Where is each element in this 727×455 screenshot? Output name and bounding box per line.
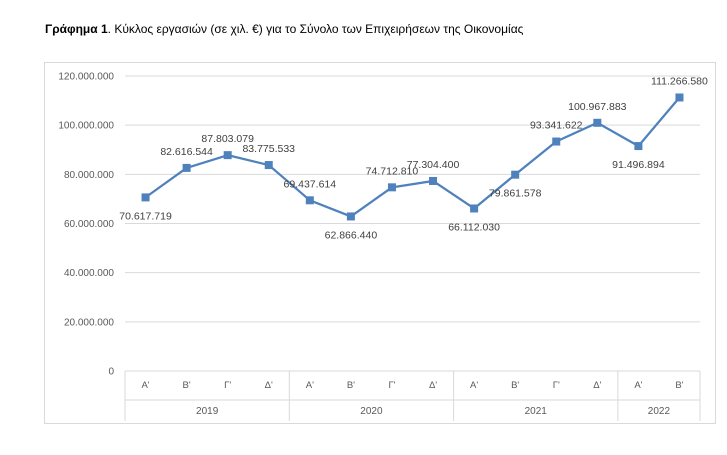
y-tick-label: 120.000.000 — [58, 72, 114, 83]
x-category-label: Β' — [183, 380, 191, 391]
x-category-label: Γ' — [553, 380, 560, 391]
data-label: 87.803.079 — [201, 133, 254, 145]
data-point — [675, 93, 684, 102]
data-label: 66.112.030 — [448, 221, 500, 233]
data-label: 82.616.544 — [160, 146, 213, 158]
chart-frame — [44, 62, 716, 424]
y-tick-label: 60.000.000 — [64, 219, 114, 230]
data-point — [470, 204, 479, 213]
data-point — [429, 176, 438, 185]
x-category-label: Γ' — [224, 380, 231, 391]
y-tick-label: 40.000.000 — [64, 268, 114, 279]
data-point — [387, 183, 396, 192]
data-label: 77.304.400 — [407, 159, 460, 171]
data-label: 74.712.810 — [366, 165, 419, 177]
data-point — [511, 170, 520, 179]
data-label: 79.861.578 — [489, 188, 542, 200]
chart-caption: Γράφημα 1. Κύκλος εργασιών (σε χιλ. €) γ… — [45, 22, 523, 36]
data-label: 111.266.580 — [651, 75, 708, 87]
data-point — [593, 118, 602, 127]
x-category-label: Β' — [511, 380, 519, 391]
x-category-label: Β' — [347, 380, 355, 391]
x-category-label: Α' — [141, 380, 149, 391]
x-category-label: Δ' — [429, 380, 437, 391]
data-label: 69.437.614 — [284, 178, 337, 190]
data-point — [634, 142, 643, 151]
data-label: 70.617.719 — [119, 210, 172, 222]
x-group-label: 2021 — [525, 406, 548, 417]
x-group-label: 2020 — [360, 406, 383, 417]
data-point — [182, 163, 191, 172]
data-point — [346, 212, 355, 221]
x-category-label: Α' — [470, 380, 478, 391]
x-category-label: Α' — [634, 380, 642, 391]
data-label: 62.866.440 — [325, 229, 378, 241]
x-category-label: Δ' — [265, 380, 273, 391]
series-line — [144, 96, 681, 218]
data-point — [264, 161, 273, 170]
x-group-label: 2022 — [648, 406, 671, 417]
x-category-label: Β' — [675, 380, 683, 391]
y-tick-label: 80.000.000 — [64, 170, 114, 181]
y-tick-label: 20.000.000 — [64, 317, 114, 328]
caption-text: . Κύκλος εργασιών (σε χιλ. €) για το Σύν… — [107, 22, 524, 36]
y-tick-label: 0 — [108, 367, 114, 378]
data-label: 91.496.894 — [612, 159, 665, 171]
x-group-label: 2019 — [196, 406, 219, 417]
y-tick-label: 100.000.000 — [58, 121, 114, 132]
data-point — [141, 193, 150, 202]
data-label: 83.775.533 — [242, 143, 295, 155]
data-point — [552, 137, 561, 146]
caption-bold: Γράφημα 1 — [45, 22, 108, 36]
data-point — [223, 151, 232, 160]
data-label: 100.967.883 — [568, 101, 627, 113]
x-category-label: Α' — [306, 380, 314, 391]
x-category-label: Γ' — [388, 380, 395, 391]
x-category-label: Δ' — [593, 380, 601, 391]
data-label: 93.341.622 — [530, 120, 583, 132]
data-point — [305, 196, 314, 205]
